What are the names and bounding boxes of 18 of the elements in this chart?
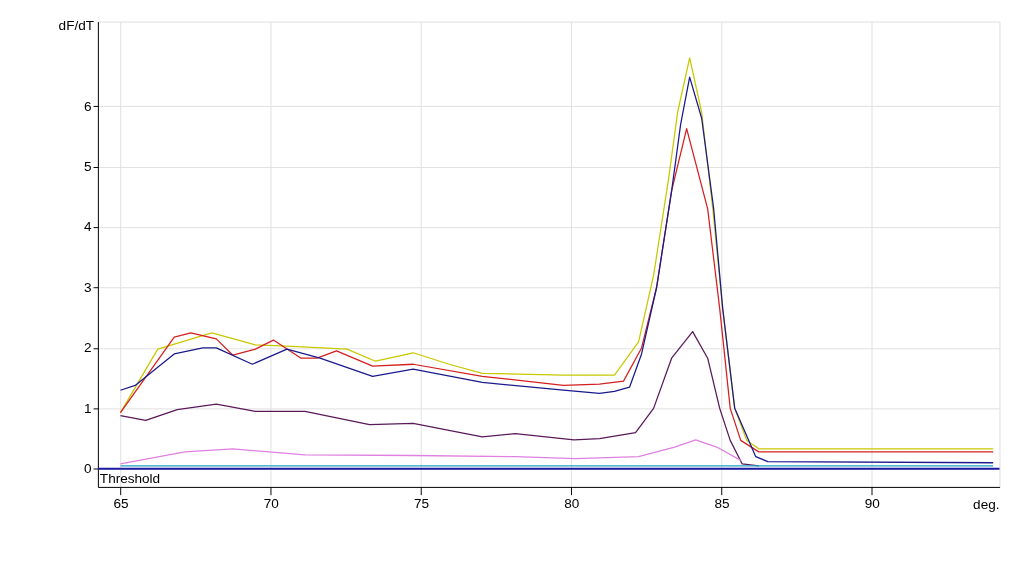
x-tick-label: 90: [864, 495, 881, 511]
line-series: [119, 439, 742, 465]
y-axis-title: dF/dT: [58, 18, 95, 34]
x-tick-label: 75: [413, 495, 430, 511]
y-tick-label: 6: [84, 98, 92, 114]
y-tick-label: 4: [84, 219, 93, 235]
x-tick-label: 80: [564, 495, 580, 511]
ref-line-label: Threshold: [99, 471, 161, 487]
x-tick-label: 85: [714, 495, 730, 511]
y-tick-label: 5: [84, 159, 92, 174]
x-tick-label: 70: [263, 495, 280, 511]
x-axis-title: deg.: [973, 497, 1000, 513]
y-tick-label: 3: [84, 279, 92, 295]
y-tick-label: 1: [84, 400, 92, 416]
line-series: [119, 127, 994, 453]
y-tick-label: 0: [84, 461, 93, 477]
y-tick-label: 2: [84, 340, 92, 356]
x-tick-label: 65: [113, 495, 129, 511]
